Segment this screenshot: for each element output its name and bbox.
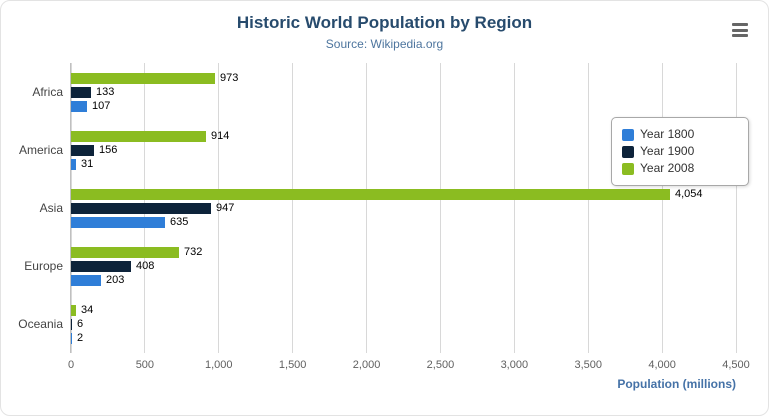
- x-tick-label: 4,000: [648, 359, 676, 371]
- gridline: [218, 63, 220, 353]
- x-tick-label: 1,000: [205, 359, 233, 371]
- legend-swatch-icon: [622, 162, 634, 175]
- hamburger-icon: [732, 34, 748, 37]
- category-label: Africa: [32, 85, 63, 99]
- plot-area: 973 133 107 914 156 31 4,054 947 635 732 408 203 34 6…: [70, 63, 737, 353]
- legend-item-label: Year 1900: [640, 144, 695, 158]
- gridline: [735, 63, 737, 353]
- gridline: [587, 63, 589, 353]
- bar-value-label: 156: [99, 143, 118, 156]
- bar-value-label: 732: [184, 245, 203, 258]
- bar-value-label: 4,054: [675, 187, 703, 200]
- bar-value-label: 133: [96, 85, 115, 98]
- bar-america-year-2008[interactable]: [71, 130, 206, 142]
- gridline: [661, 63, 663, 353]
- export-menu-button[interactable]: [730, 21, 750, 39]
- bar-value-label: 2: [77, 331, 84, 344]
- legend-item-year-1900[interactable]: Year 1900: [622, 144, 738, 159]
- x-tick-label: 0: [67, 359, 75, 371]
- category-label: Oceania: [18, 317, 63, 331]
- bar-value-label: 973: [220, 71, 239, 84]
- bar-value-label: 203: [106, 273, 125, 286]
- bar-value-label: 408: [136, 259, 155, 272]
- bar-value-label: 947: [216, 201, 235, 214]
- x-tick-label: 2,500: [426, 359, 455, 371]
- bar-europe-year-1900[interactable]: [71, 260, 131, 272]
- bar-europe-year-1800[interactable]: [71, 274, 101, 286]
- legend-item-label: Year 2008: [640, 161, 695, 175]
- category-label: Europe: [24, 259, 63, 273]
- x-tick-label: 2,000: [352, 359, 381, 371]
- bar-africa-year-2008[interactable]: [71, 72, 215, 84]
- x-tick-label: 500: [135, 359, 155, 371]
- legend: Year 1800 Year 1900 Year 2008: [611, 117, 749, 186]
- gridline: [366, 63, 368, 353]
- bar-africa-year-1800[interactable]: [71, 100, 87, 112]
- bar-oceania-year-1800[interactable]: [71, 332, 72, 344]
- legend-item-year-1800[interactable]: Year 1800: [622, 127, 738, 142]
- category-label: Asia: [39, 201, 63, 215]
- chart-title: Historic World Population by Region: [236, 13, 533, 32]
- bar-value-label: 914: [211, 129, 230, 142]
- gridline: [513, 63, 515, 353]
- bar-asia-year-2008[interactable]: [71, 188, 670, 200]
- gridline: [292, 63, 294, 353]
- x-axis-title: Population (millions): [617, 377, 736, 391]
- bar-value-label: 34: [81, 303, 94, 316]
- bar-value-label: 107: [92, 99, 111, 112]
- bar-oceania-year-1900[interactable]: [71, 318, 72, 330]
- hamburger-icon: [732, 23, 748, 26]
- legend-swatch-icon: [622, 128, 634, 141]
- bar-america-year-1800[interactable]: [71, 158, 76, 170]
- x-tick-label: 3,500: [574, 359, 602, 371]
- legend-item-label: Year 1800: [640, 127, 695, 141]
- bar-value-label: 31: [81, 157, 94, 170]
- bar-value-label: 6: [77, 317, 84, 330]
- chart-subtitle: Source: Wikipedia.org: [325, 37, 444, 51]
- bar-america-year-1900[interactable]: [71, 144, 94, 156]
- legend-item-year-2008[interactable]: Year 2008: [622, 161, 738, 176]
- bar-europe-year-2008[interactable]: [71, 246, 179, 258]
- category-label: America: [18, 143, 63, 157]
- bar-value-label: 635: [170, 215, 189, 228]
- legend-swatch-icon: [622, 145, 634, 158]
- gridline: [439, 63, 441, 353]
- hamburger-icon: [732, 28, 748, 32]
- bar-asia-year-1900[interactable]: [71, 202, 211, 214]
- x-tick-label: 3,000: [500, 359, 529, 371]
- bar-africa-year-1900[interactable]: [71, 86, 91, 98]
- x-tick-label: 1,500: [278, 359, 307, 371]
- x-tick-label: 4,500: [722, 359, 750, 371]
- bar-oceania-year-2008[interactable]: [71, 304, 76, 316]
- bar-asia-year-1800[interactable]: [71, 216, 165, 228]
